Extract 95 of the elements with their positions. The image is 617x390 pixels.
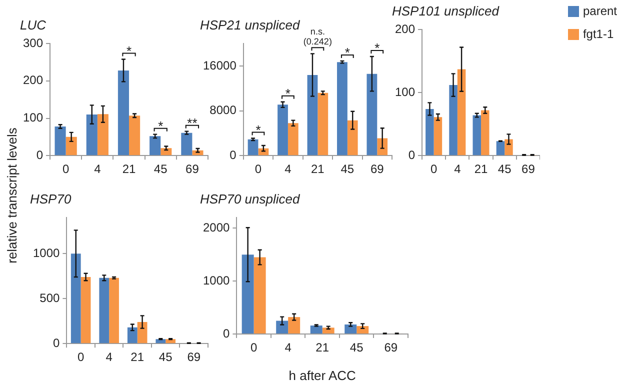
x-tick-label: 45: [158, 350, 173, 364]
y-tick-label: 200: [22, 73, 44, 88]
x-tick-label: 0: [254, 162, 262, 176]
x-tick-label: 0: [430, 162, 438, 176]
y-tick-label: 500: [40, 290, 60, 305]
y-tick-label: 300: [22, 36, 44, 50]
x-tick-label: 4: [454, 162, 462, 176]
y-tick-label: 0: [230, 148, 237, 162]
y-tick-label: 100: [22, 110, 44, 125]
chart-title: LUC: [20, 17, 47, 32]
x-tick-label: 21: [311, 162, 325, 176]
x-tick-label: 21: [474, 162, 488, 176]
bar: [356, 326, 369, 334]
bar: [318, 92, 328, 156]
bar: [66, 136, 77, 156]
x-tick-label: 69: [186, 162, 200, 176]
y-tick-label: 0: [36, 148, 44, 162]
y-tick-label: 16000: [202, 58, 237, 72]
bar: [99, 278, 110, 344]
bar: [347, 120, 358, 156]
annotation: *: [158, 118, 164, 134]
bar: [109, 278, 119, 344]
bar: [496, 141, 505, 156]
bar: [366, 74, 378, 156]
bar: [160, 148, 172, 156]
bar: [344, 324, 357, 334]
bar: [322, 328, 334, 334]
bar: [337, 62, 348, 156]
bar: [118, 70, 130, 156]
bar: [504, 139, 513, 156]
x-tick-label: 0: [250, 340, 258, 355]
x-tick-label: 45: [340, 162, 354, 176]
x-tick-label: 4: [284, 162, 292, 176]
bar: [181, 132, 192, 156]
y-tick-label: 200: [394, 22, 416, 36]
annotation: *: [256, 122, 261, 138]
annotation: **: [187, 115, 198, 130]
bar: [276, 320, 288, 334]
bar: [472, 115, 482, 156]
y-tick-label: 1000: [202, 273, 230, 288]
y-tick-label: 1000: [32, 246, 60, 260]
x-axis-title: h after ACC: [288, 368, 356, 383]
x-tick-label: 21: [316, 340, 330, 355]
x-tick-label: 4: [284, 340, 292, 355]
bar: [434, 117, 442, 156]
legend-label: parent: [582, 4, 617, 18]
annotation: *: [126, 43, 132, 58]
bar: [127, 327, 138, 344]
x-tick-label: 4: [94, 162, 102, 176]
x-tick-label: 45: [498, 162, 512, 176]
bar: [150, 136, 161, 156]
bar: [288, 123, 298, 156]
chart-title: HSP21 unspliced: [200, 17, 300, 32]
x-tick-label: 21: [130, 350, 144, 364]
chart-title: HSP70: [30, 191, 72, 206]
x-tick-label: 0: [77, 350, 84, 364]
chart-title: HSP101 unspliced: [392, 3, 500, 18]
y-axis-title: relative transcript levels: [4, 127, 19, 263]
bar: [449, 85, 458, 156]
legend-label: fgt1-1: [582, 27, 614, 41]
bar: [481, 110, 490, 156]
annotation: *: [374, 40, 380, 56]
bar: [54, 126, 66, 156]
x-tick-label: 21: [122, 162, 136, 176]
bar: [426, 108, 434, 156]
x-tick-label: 45: [350, 340, 364, 355]
bar: [80, 277, 91, 344]
y-tick-label: 100: [394, 84, 416, 99]
annotation: *: [285, 86, 290, 101]
annotation: *: [344, 45, 350, 60]
bar: [310, 326, 322, 334]
x-tick-label: 69: [522, 162, 536, 176]
bar: [278, 104, 288, 156]
bar: [242, 254, 254, 334]
y-tick-label: 0: [408, 148, 416, 162]
bar: [307, 74, 318, 156]
chart-title: HSP70 unspliced: [200, 191, 300, 206]
x-tick-label: 69: [187, 350, 201, 364]
y-tick-label: 0: [223, 326, 230, 340]
bar: [97, 114, 108, 156]
bar: [254, 257, 266, 334]
bar: [129, 116, 140, 156]
annotation: n.s. (0.242): [303, 26, 332, 47]
x-tick-label: 69: [384, 340, 398, 355]
bar: [248, 139, 258, 156]
x-tick-label: 69: [370, 162, 384, 176]
bar: [288, 317, 300, 334]
x-tick-label: 4: [106, 350, 113, 364]
x-tick-label: 45: [154, 162, 168, 176]
y-tick-label: 8000: [210, 103, 237, 118]
y-tick-label: 2000: [202, 220, 230, 234]
x-tick-label: 0: [62, 162, 70, 176]
bar: [457, 69, 466, 156]
bar: [70, 254, 81, 344]
bar: [86, 114, 98, 156]
